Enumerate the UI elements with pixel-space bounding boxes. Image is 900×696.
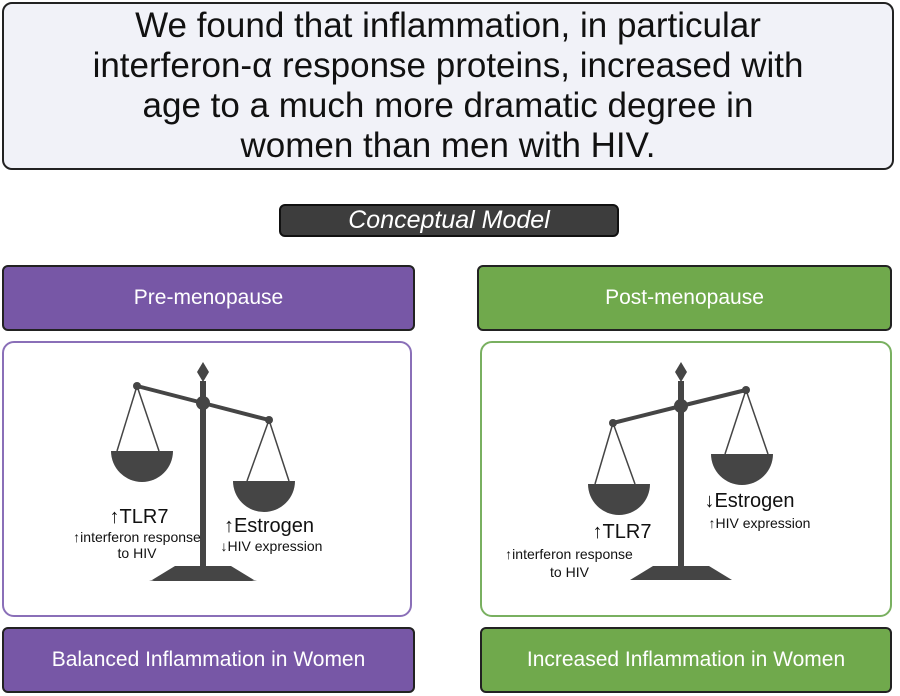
pre-estrogen-label: ↑Estrogen xyxy=(223,515,315,537)
headline-box: We found that inflammation, in particula… xyxy=(2,2,894,170)
pre-interferon-label: ↑interferon response xyxy=(73,529,201,545)
post-tlr7-label: ↑TLR7 xyxy=(592,521,652,543)
post-menopause-header-label: Post-menopause xyxy=(605,286,764,309)
post-hiv-expression-label: ↑HIV expression xyxy=(708,515,811,531)
pre-hiv-expression-label: ↓HIV expression xyxy=(220,538,323,554)
pre-to-hiv-label: to HIV xyxy=(117,545,157,561)
headline-text: We found that inflammation, in particula… xyxy=(92,6,804,165)
post-interferon-label: ↑interferon response xyxy=(505,546,633,562)
pre-tlr7-label: ↑TLR7 xyxy=(109,506,169,528)
pre-menopause-header-label: Pre-menopause xyxy=(133,286,284,309)
conceptual-model-label: Conceptual Model xyxy=(279,204,619,237)
post-menopause-outcome-label: Increased Inflammation in Women xyxy=(526,648,846,671)
pre-menopause-outcome: Balanced Inflammation in Women xyxy=(2,627,415,693)
balance-scale-icon xyxy=(111,362,295,581)
pre-menopause-header: Pre-menopause xyxy=(2,265,415,331)
balance-scale-icon xyxy=(588,362,773,580)
post-to-hiv-label: to HIV xyxy=(550,564,589,580)
post-menopause-header: Post-menopause xyxy=(477,265,892,331)
post-estrogen-label: ↓Estrogen xyxy=(704,490,795,512)
pre-menopause-outcome-label: Balanced Inflammation in Women xyxy=(51,648,366,671)
post-menopause-outcome: Increased Inflammation in Women xyxy=(480,627,892,693)
post-menopause-panel: ↓Estrogen ↑HIV expression ↑TLR7 ↑interfe… xyxy=(480,341,892,617)
pre-menopause-panel: ↑TLR7 ↑interferon response to HIV ↑Estro… xyxy=(2,341,412,617)
